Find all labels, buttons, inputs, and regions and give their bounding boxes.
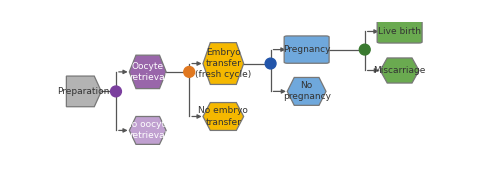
Polygon shape xyxy=(380,58,419,83)
Polygon shape xyxy=(130,55,166,89)
Text: Miscarriage: Miscarriage xyxy=(374,66,426,75)
Text: Preparation: Preparation xyxy=(58,87,110,96)
Ellipse shape xyxy=(110,86,122,97)
Text: Oocyte
retrieval: Oocyte retrieval xyxy=(128,62,167,82)
FancyBboxPatch shape xyxy=(377,20,422,43)
Polygon shape xyxy=(66,76,101,107)
Text: No embryo
transfer: No embryo transfer xyxy=(198,106,248,127)
Polygon shape xyxy=(287,77,326,105)
Polygon shape xyxy=(203,43,243,84)
Polygon shape xyxy=(130,117,166,144)
Text: No oocyte
retrieval: No oocyte retrieval xyxy=(125,120,170,140)
Text: Pregnancy: Pregnancy xyxy=(283,45,331,54)
Text: Embryo
transfer
(fresh cycle): Embryo transfer (fresh cycle) xyxy=(195,48,252,79)
Polygon shape xyxy=(203,103,243,131)
Ellipse shape xyxy=(360,44,370,55)
Ellipse shape xyxy=(265,58,276,69)
Text: Live birth: Live birth xyxy=(378,27,421,36)
Ellipse shape xyxy=(184,66,194,77)
FancyBboxPatch shape xyxy=(284,36,329,63)
Text: No
pregnancy: No pregnancy xyxy=(282,81,331,102)
